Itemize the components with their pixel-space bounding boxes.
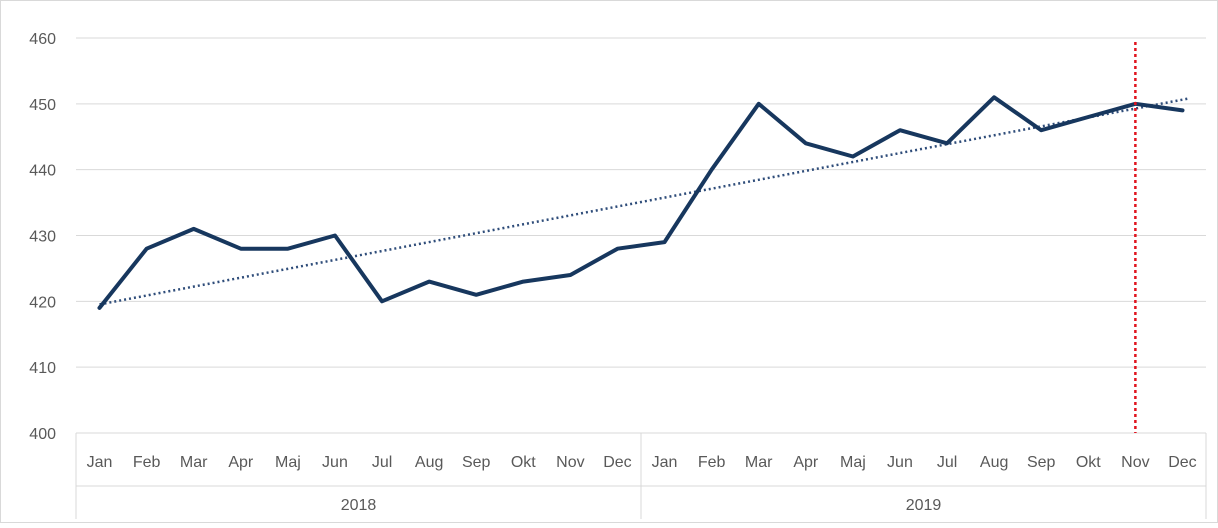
x-tick-label: Jun bbox=[322, 454, 348, 471]
series-line bbox=[97, 95, 1185, 310]
x-tick-label: Sep bbox=[1027, 454, 1056, 471]
x-tick-label: Nov bbox=[1121, 454, 1149, 471]
y-tick-label: 440 bbox=[29, 163, 56, 180]
x-group-label: 2018 bbox=[341, 497, 377, 514]
x-tick-label: Feb bbox=[133, 454, 161, 471]
y-tick-label: 430 bbox=[29, 229, 56, 246]
x-tick-label: Dec bbox=[1168, 454, 1196, 471]
gridlines bbox=[76, 37, 1206, 368]
x-tick-label: Sep bbox=[462, 454, 491, 471]
x-tick-label: Maj bbox=[275, 454, 301, 471]
x-tick-label: Apr bbox=[228, 454, 254, 471]
series bbox=[97, 95, 1185, 310]
y-tick-label: 400 bbox=[29, 426, 56, 443]
x-tick-label: Jul bbox=[372, 454, 392, 471]
trendline bbox=[99, 97, 1189, 306]
y-tick-label: 420 bbox=[29, 294, 56, 311]
y-tick-label: 450 bbox=[29, 97, 56, 114]
x-tick-label: Aug bbox=[415, 454, 443, 471]
x-tick-label: Dec bbox=[603, 454, 631, 471]
trend-line bbox=[99, 97, 1189, 306]
x-tick-label: Nov bbox=[556, 454, 584, 471]
y-tick-label: 410 bbox=[29, 360, 56, 377]
x-tick-label: Okt bbox=[511, 454, 536, 471]
x-tick-label: Maj bbox=[840, 454, 866, 471]
x-tick-label: Jan bbox=[652, 454, 678, 471]
x-tick-label: Apr bbox=[793, 454, 819, 471]
x-tick-label: Jun bbox=[887, 454, 913, 471]
y-tick-label: 460 bbox=[29, 31, 56, 48]
x-tick-label: Jul bbox=[937, 454, 957, 471]
y-axis: 400 410 420 430 440 450 460 bbox=[29, 31, 56, 443]
x-tick-label: Feb bbox=[698, 454, 726, 471]
x-tick-label: Jan bbox=[87, 454, 113, 471]
x-group-label: 2019 bbox=[906, 497, 942, 514]
x-axis: Jan Feb Mar Apr Maj Jun Jul Aug Sep Okt Nov Dec Jan F… bbox=[75, 432, 1207, 519]
x-tick-label: Okt bbox=[1076, 454, 1101, 471]
x-tick-label: Aug bbox=[980, 454, 1008, 471]
x-tick-label: Mar bbox=[180, 454, 208, 471]
x-tick-label: Mar bbox=[745, 454, 773, 471]
